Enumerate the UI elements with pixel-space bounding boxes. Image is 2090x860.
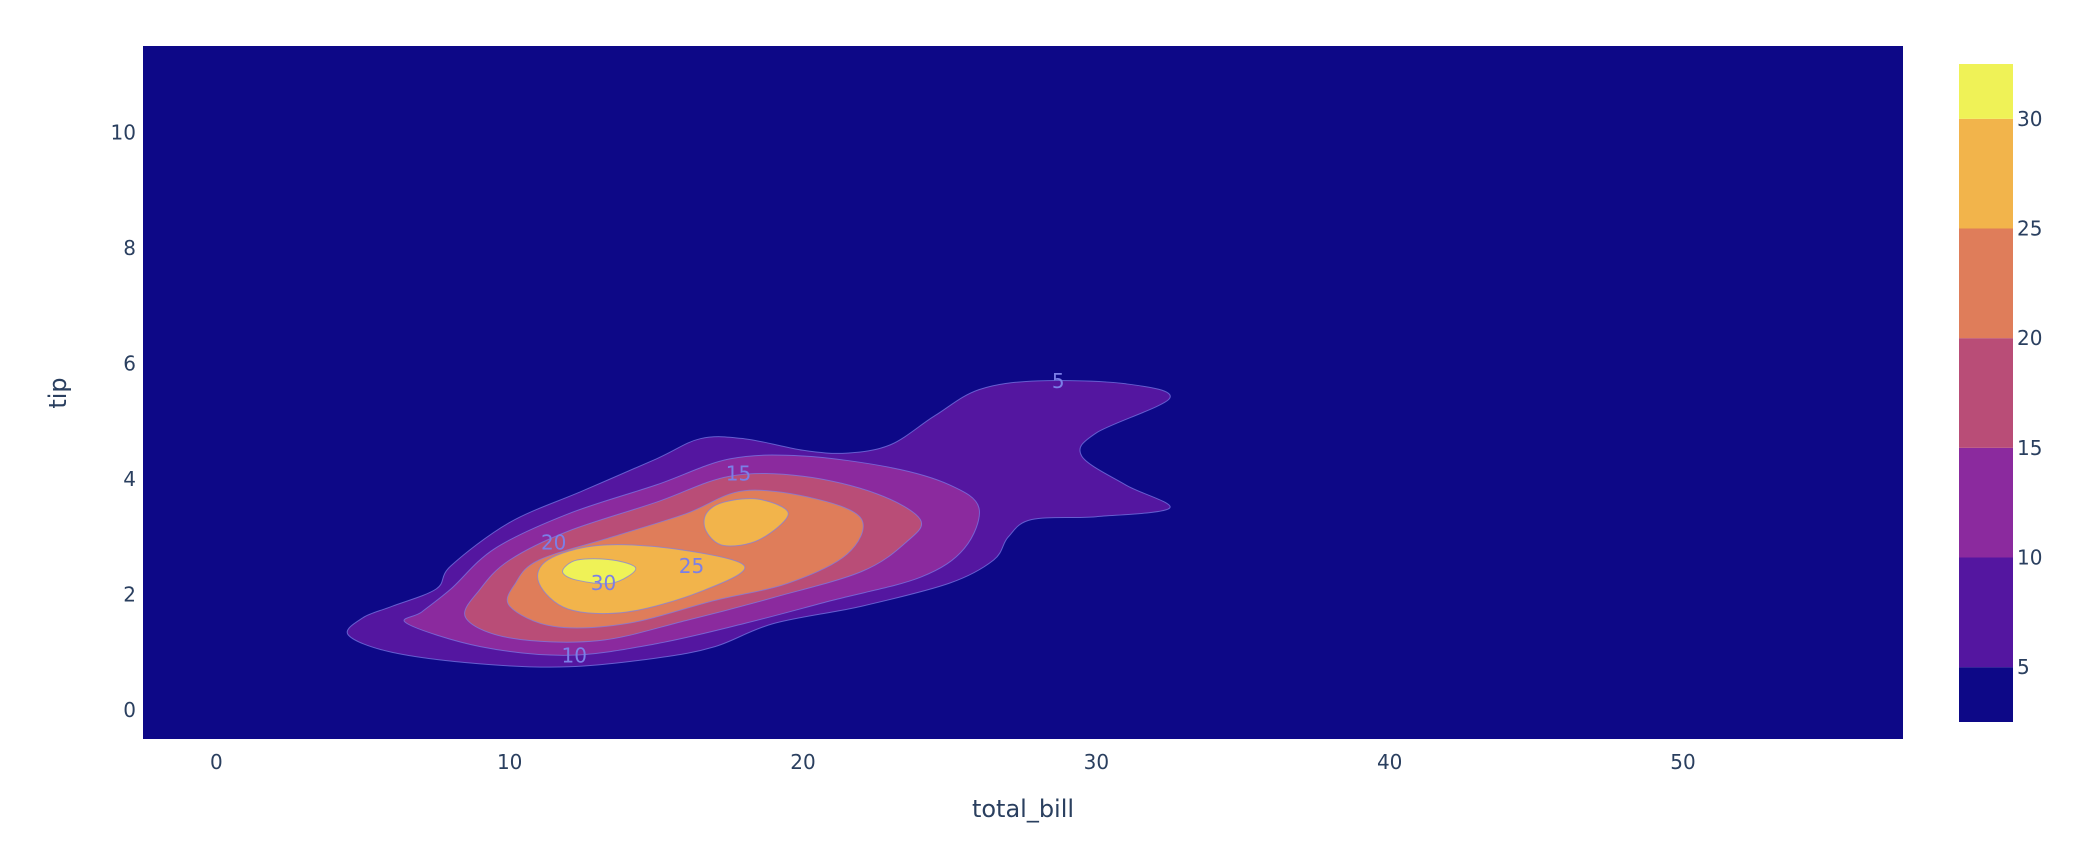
colorbar-tick-label: 20: [2017, 326, 2042, 350]
colorbar-band: [1959, 64, 2013, 119]
y-axis-title: tip: [44, 377, 72, 408]
x-tick-label: 50: [1670, 750, 1695, 774]
colorbar-band: [1959, 447, 2013, 558]
y-tick-label: 8: [123, 236, 136, 260]
contour-level-30: [561, 558, 637, 585]
contour-label: 30: [591, 571, 616, 595]
x-axis-title: total_bill: [972, 795, 1074, 823]
y-tick-label: 4: [123, 467, 136, 491]
y-axis-ticks: 0 2 4 6 8 10: [111, 121, 136, 723]
y-tick-label: 10: [111, 121, 136, 145]
y-tick-label: 2: [123, 583, 136, 607]
contour-label: 20: [541, 531, 566, 555]
colorbar-tick-label: 25: [2017, 217, 2042, 241]
colorbar-band: [1959, 557, 2013, 668]
contour-labels: 5 15 20 25 30 10: [541, 369, 1065, 667]
colorbar-tick-label: 10: [2017, 546, 2042, 570]
colorbar-tick-label: 5: [2017, 655, 2030, 679]
contour-level-25: [703, 498, 789, 547]
x-tick-label: 0: [210, 750, 223, 774]
colorbar: [1959, 64, 2013, 722]
x-tick-label: 30: [1084, 750, 1109, 774]
x-tick-label: 40: [1377, 750, 1402, 774]
colorbar-tick-label: 30: [2017, 107, 2042, 131]
colorbar-band: [1959, 228, 2013, 339]
contour-label: 5: [1052, 369, 1065, 393]
colorbar-band: [1959, 338, 2013, 448]
contour-label: 10: [561, 643, 586, 667]
contour-label: 15: [726, 461, 751, 485]
x-axis-ticks: 0 10 20 30 40 50: [210, 750, 1696, 774]
contour-fills: [346, 380, 1171, 668]
y-tick-label: 6: [123, 352, 136, 376]
x-tick-label: 10: [497, 750, 522, 774]
colorbar-band: [1959, 118, 2013, 229]
colorbar-ticks: 5 10 15 20 25 30: [2017, 107, 2042, 679]
x-tick-label: 20: [790, 750, 815, 774]
contour-label: 25: [679, 554, 704, 578]
y-tick-label: 0: [123, 698, 136, 722]
colorbar-tick-label: 15: [2017, 436, 2042, 460]
colorbar-band: [1959, 667, 2013, 722]
